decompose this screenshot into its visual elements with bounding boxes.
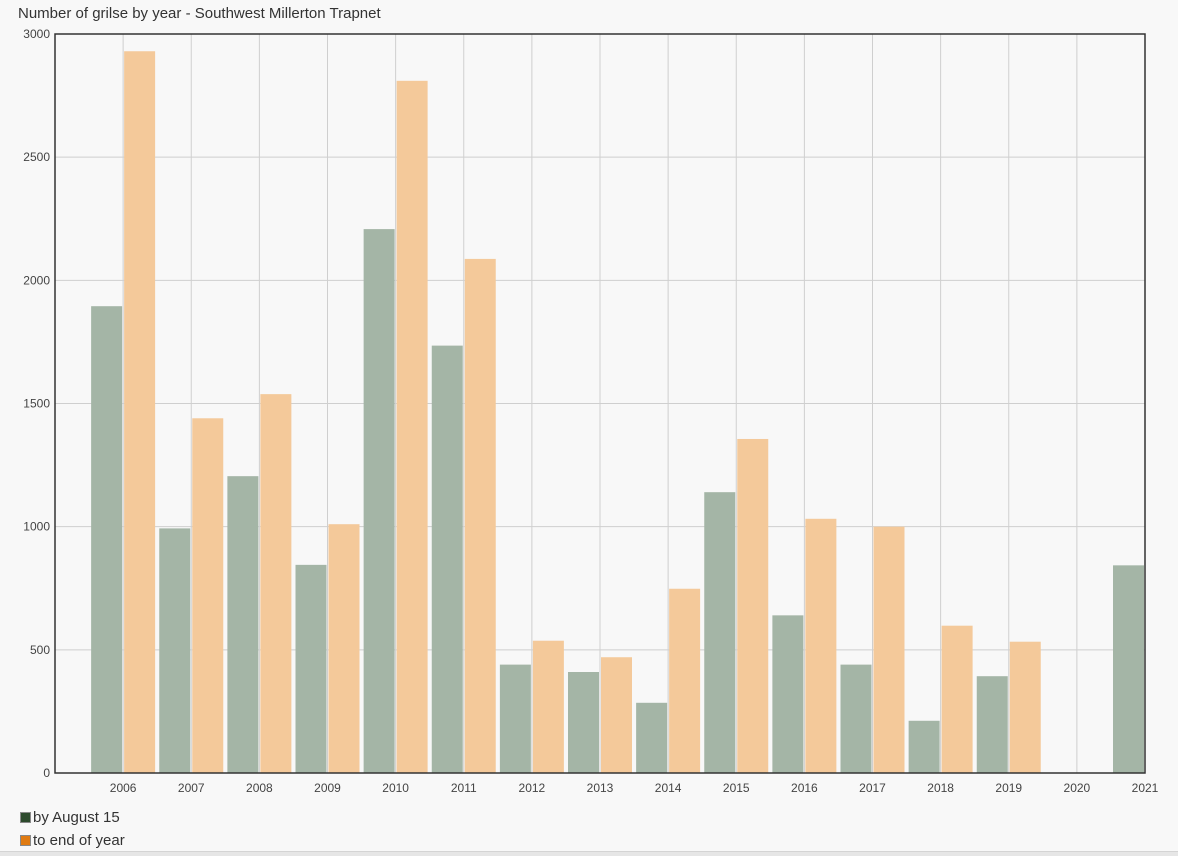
bar-to-end-of-year-2016[interactable] <box>805 518 837 773</box>
bar-by-august-15-2018[interactable] <box>908 720 940 773</box>
bar-by-august-15-2016[interactable] <box>772 615 804 773</box>
x-tick-label: 2018 <box>927 781 954 795</box>
x-tick-label: 2008 <box>246 781 273 795</box>
bar-by-august-15-2011[interactable] <box>431 345 463 773</box>
bottom-strip <box>0 851 1178 856</box>
legend: by August 15 to end of year <box>20 806 125 852</box>
x-tick-label: 2010 <box>382 781 409 795</box>
x-tick-label: 2019 <box>995 781 1022 795</box>
bar-to-end-of-year-2013[interactable] <box>601 657 632 773</box>
bar-to-end-of-year-2015[interactable] <box>737 438 769 773</box>
bar-by-august-15-2019[interactable] <box>976 676 1008 773</box>
y-axis-ticks: 0 500 1000 1500 2000 2500 3000 <box>23 27 50 780</box>
x-tick-label: 2016 <box>791 781 818 795</box>
legend-swatch-by-august-15 <box>20 812 31 823</box>
bar-by-august-15-2021[interactable] <box>1113 565 1144 773</box>
bar-to-end-of-year-2009[interactable] <box>328 524 360 773</box>
chart-title: Number of grilse by year - Southwest Mil… <box>18 5 381 22</box>
bar-to-end-of-year-2007[interactable] <box>192 418 224 773</box>
y-tick-label: 1500 <box>23 397 50 411</box>
legend-item-to-end-of-year[interactable]: to end of year <box>20 829 125 852</box>
legend-label-to-end-of-year: to end of year <box>33 832 125 849</box>
bars <box>91 51 1144 773</box>
x-tick-label: 2014 <box>655 781 682 795</box>
bar-by-august-15-2009[interactable] <box>295 564 327 773</box>
bar-to-end-of-year-2018[interactable] <box>941 625 973 773</box>
bar-by-august-15-2015[interactable] <box>704 492 736 773</box>
x-tick-label: 2017 <box>859 781 886 795</box>
y-tick-label: 1000 <box>23 520 50 534</box>
bar-to-end-of-year-2012[interactable] <box>532 640 564 773</box>
x-tick-label: 2020 <box>1064 781 1091 795</box>
x-tick-label: 2012 <box>519 781 546 795</box>
bar-to-end-of-year-2017[interactable] <box>873 526 905 773</box>
y-tick-label: 0 <box>43 766 50 780</box>
bar-by-august-15-2007[interactable] <box>159 528 191 773</box>
x-tick-label: 2013 <box>587 781 614 795</box>
bar-by-august-15-2013[interactable] <box>568 672 599 773</box>
legend-item-by-august-15[interactable]: by August 15 <box>20 806 125 829</box>
x-tick-label: 2006 <box>110 781 137 795</box>
x-tick-label: 2007 <box>178 781 205 795</box>
x-tick-label: 2011 <box>451 781 477 795</box>
bar-to-end-of-year-2014[interactable] <box>669 588 701 773</box>
x-tick-label: 2015 <box>723 781 750 795</box>
legend-label-by-august-15: by August 15 <box>33 809 120 826</box>
bar-to-end-of-year-2019[interactable] <box>1009 641 1041 773</box>
legend-swatch-to-end-of-year <box>20 835 31 846</box>
bar-by-august-15-2010[interactable] <box>363 229 395 773</box>
bar-by-august-15-2014[interactable] <box>636 702 668 773</box>
y-tick-label: 2500 <box>23 150 50 164</box>
bar-to-end-of-year-2008[interactable] <box>260 394 292 773</box>
y-tick-label: 3000 <box>23 27 50 41</box>
bar-to-end-of-year-2011[interactable] <box>464 258 496 773</box>
bar-by-august-15-2017[interactable] <box>840 664 872 773</box>
x-tick-label: 2009 <box>314 781 341 795</box>
bar-by-august-15-2012[interactable] <box>499 664 531 773</box>
x-tick-label: 2021 <box>1132 781 1159 795</box>
bar-to-end-of-year-2010[interactable] <box>396 80 428 773</box>
bar-by-august-15-2008[interactable] <box>227 476 259 773</box>
plot-frame <box>54 33 1146 774</box>
bar-by-august-15-2006[interactable] <box>91 306 123 773</box>
x-axis-ticks: 2006 2007 2008 2009 2010 2011 2012 2013 2014 2015… <box>110 781 1159 795</box>
y-tick-label: 500 <box>30 643 50 657</box>
bar-to-end-of-year-2006[interactable] <box>124 51 156 773</box>
y-tick-label: 2000 <box>23 273 50 287</box>
